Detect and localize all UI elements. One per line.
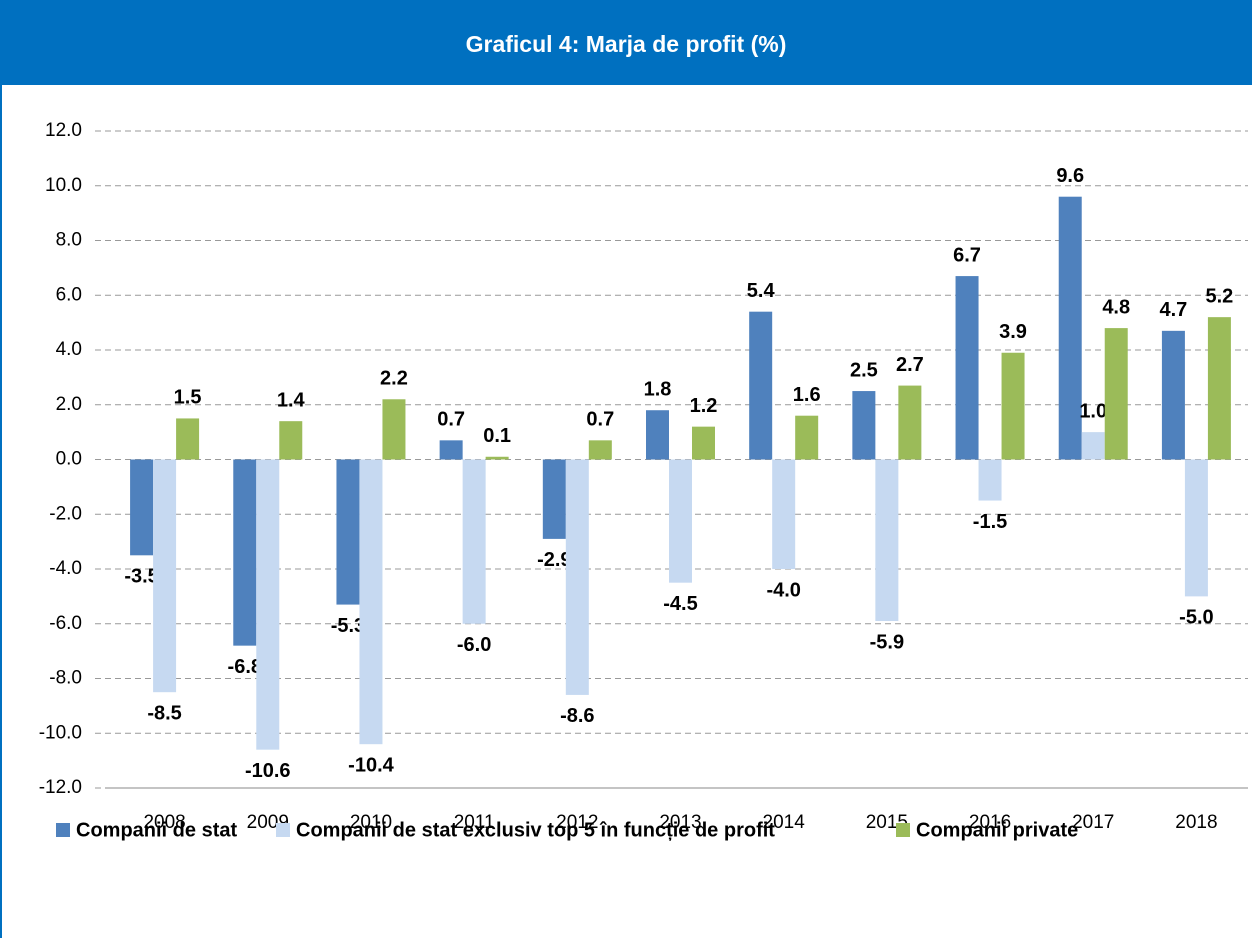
value-label: 1.2 xyxy=(690,395,718,417)
y-tick-label: -10.0 xyxy=(39,722,82,743)
bar xyxy=(955,276,979,460)
bar xyxy=(588,440,612,460)
bar xyxy=(646,410,669,460)
bar xyxy=(1001,352,1025,460)
y-tick-label: -8.0 xyxy=(49,668,82,689)
value-label: -5.9 xyxy=(870,631,904,653)
bar xyxy=(978,459,1002,501)
x-tick-label: 2016 xyxy=(969,812,1011,833)
y-tick-label: 0.0 xyxy=(56,449,82,470)
bar xyxy=(153,459,177,693)
value-label: 1.5 xyxy=(174,387,202,409)
bar xyxy=(130,459,154,556)
value-label: 1.0 xyxy=(1079,400,1107,422)
bar xyxy=(359,459,383,745)
y-tick-label: -12.0 xyxy=(39,777,82,798)
x-tick-label: 2011 xyxy=(454,812,495,833)
bar xyxy=(875,459,899,622)
bar xyxy=(1058,196,1082,460)
bar xyxy=(382,399,406,460)
value-label: -8.5 xyxy=(147,702,181,724)
bar xyxy=(439,440,463,460)
bar xyxy=(749,311,773,460)
bar xyxy=(176,418,200,460)
value-label: -4.5 xyxy=(663,593,697,615)
value-label: 0.7 xyxy=(437,409,465,431)
y-tick-label: -6.0 xyxy=(49,613,82,634)
bar xyxy=(279,421,303,460)
x-tick-label: 2014 xyxy=(763,812,806,833)
value-label: 9.6 xyxy=(1056,165,1084,187)
bar xyxy=(669,459,692,583)
bar xyxy=(795,415,819,460)
legend-label: Companii private xyxy=(916,819,1078,841)
value-label: 1.6 xyxy=(793,384,821,406)
y-tick-label: -2.0 xyxy=(49,503,82,524)
bar xyxy=(772,459,796,569)
y-tick-label: 4.0 xyxy=(56,339,82,360)
y-tick-label: 12.0 xyxy=(45,120,82,141)
legend-swatch xyxy=(276,823,290,837)
bar xyxy=(1081,432,1105,460)
bar xyxy=(256,459,280,750)
bar xyxy=(1104,328,1128,460)
value-label: -1.5 xyxy=(973,511,1007,533)
value-label: 5.4 xyxy=(747,280,776,302)
value-label: -4.0 xyxy=(766,579,800,601)
value-label: 0.1 xyxy=(483,425,511,447)
value-label: -6.8 xyxy=(228,656,262,678)
chart-title: Graficul 4: Marja de profit (%) xyxy=(466,31,787,57)
bar xyxy=(542,459,566,539)
legend-label: Companii de stat xyxy=(76,819,237,841)
bar xyxy=(692,426,715,460)
value-label: 0.7 xyxy=(586,409,614,431)
value-label: 4.7 xyxy=(1160,299,1188,321)
value-label: 4.8 xyxy=(1102,296,1130,318)
bar xyxy=(565,459,589,695)
value-label: -5.0 xyxy=(1179,607,1213,629)
bar xyxy=(1207,317,1231,460)
value-label: -2.9 xyxy=(537,549,571,571)
value-label: 6.7 xyxy=(953,244,981,266)
y-tick-label: 10.0 xyxy=(45,175,82,196)
value-label: -5.3 xyxy=(331,615,365,637)
value-label: 3.9 xyxy=(999,321,1027,343)
value-label: 2.2 xyxy=(380,368,408,390)
y-tick-label: 6.0 xyxy=(56,284,82,305)
bar xyxy=(233,459,257,646)
bar xyxy=(898,385,922,460)
bar xyxy=(1184,459,1208,597)
bar xyxy=(462,459,486,624)
x-tick-label: 2017 xyxy=(1072,812,1114,833)
x-tick-label: 2013 xyxy=(659,812,701,833)
value-label: -3.5 xyxy=(124,566,158,588)
bar xyxy=(1161,330,1185,460)
title-band xyxy=(0,0,1252,85)
legend-swatch xyxy=(56,823,70,837)
x-tick-label: 2008 xyxy=(143,812,185,833)
x-tick-label: 2018 xyxy=(1175,812,1217,833)
x-tick-label: 2010 xyxy=(350,812,392,833)
bar xyxy=(336,459,360,605)
y-tick-label: -4.0 xyxy=(49,558,82,579)
bar xyxy=(485,456,509,460)
value-label: -10.6 xyxy=(245,760,291,782)
value-label: 2.5 xyxy=(850,359,878,381)
y-tick-label: 8.0 xyxy=(56,230,82,251)
value-label: -10.4 xyxy=(348,754,394,776)
y-tick-label: 2.0 xyxy=(56,394,82,415)
value-label: 1.8 xyxy=(644,379,672,401)
value-label: 5.2 xyxy=(1206,285,1234,307)
bar xyxy=(852,391,876,460)
value-label: -6.0 xyxy=(457,634,491,656)
value-label: 1.4 xyxy=(277,389,306,411)
x-tick-label: 2012 xyxy=(556,812,598,833)
value-label: 2.7 xyxy=(896,354,924,376)
legend-swatch xyxy=(896,823,910,837)
legend-label: Companii de stat exclusiv top 5 în funcț… xyxy=(296,819,775,841)
value-label: -8.6 xyxy=(560,705,594,727)
